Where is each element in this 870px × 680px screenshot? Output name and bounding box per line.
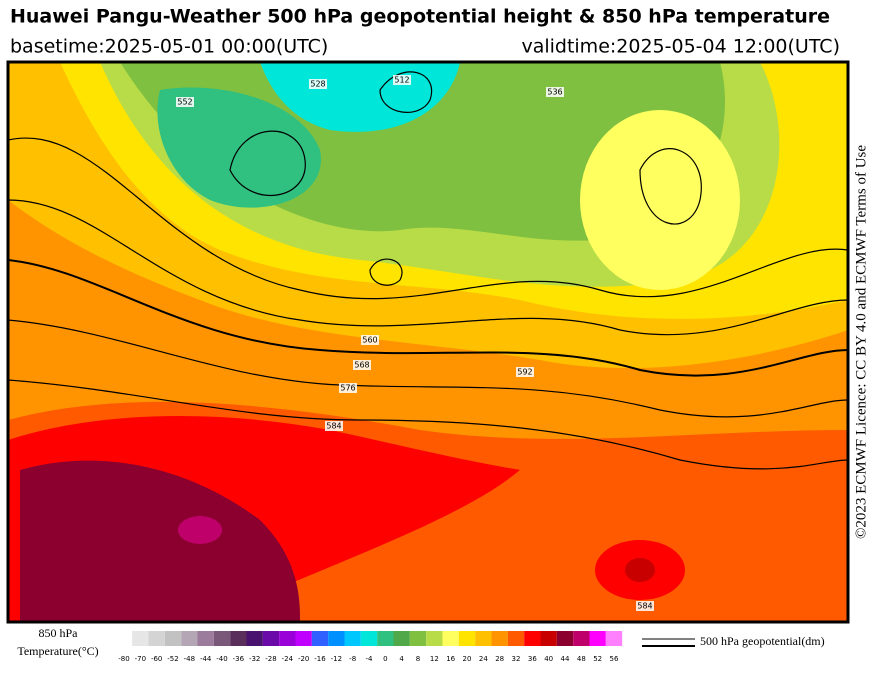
colorbar-swatch xyxy=(164,631,182,646)
colorbar-tick-label: -24 xyxy=(282,655,294,663)
colorbar-tick-label: -80 xyxy=(118,655,129,663)
colorbar-swatch xyxy=(279,631,296,646)
title: Huawei Pangu-Weather 500 hPa geopotentia… xyxy=(10,6,830,28)
colorbar-swatch xyxy=(409,631,427,646)
contour-label-bg xyxy=(309,79,327,89)
contour-label-bg xyxy=(393,75,411,85)
contour-label: 592 xyxy=(517,368,532,377)
contour-label: 512 xyxy=(394,76,409,85)
colorbar-tick-label: 4 xyxy=(399,655,404,663)
legend-label: Temperature(°C) xyxy=(17,644,98,658)
licence: ©2023 ECMWF Licence: CC BY 4.0 and ECMWF… xyxy=(853,145,869,539)
colorbar-swatch xyxy=(262,631,280,646)
colorbar-swatch xyxy=(442,631,459,646)
colorbar-swatch xyxy=(426,631,443,646)
colorbar-swatch xyxy=(328,631,345,646)
contour-label-bg xyxy=(546,87,564,97)
contour-label: 536 xyxy=(547,88,562,97)
colorbar-tick-label: -44 xyxy=(200,655,212,663)
colorbar-swatch xyxy=(393,631,410,646)
colorbar-swatch xyxy=(524,631,541,646)
colorbar-tick-label: 44 xyxy=(561,655,570,663)
contour-label: 552 xyxy=(177,98,192,107)
colorbar-tick-label: -16 xyxy=(314,655,326,663)
colorbar-tick-label: 36 xyxy=(528,655,537,663)
colorbar-tick-label: 12 xyxy=(430,655,439,663)
colorbar-tick-label: 40 xyxy=(544,655,553,663)
contour-label: 568 xyxy=(354,361,369,370)
colorbar-tick-label: -48 xyxy=(184,655,195,663)
colorbar-tick-label: 8 xyxy=(416,655,420,663)
colorbar-tick-label: -28 xyxy=(265,655,276,663)
colorbar-swatch xyxy=(344,631,361,646)
contour-label: 584 xyxy=(637,602,652,611)
colorbar-swatch xyxy=(573,631,590,646)
colorbar-tick-label: -20 xyxy=(298,655,309,663)
colorbar-swatch xyxy=(491,631,508,646)
colorbar-swatch xyxy=(230,631,247,646)
colorbar-swatch xyxy=(589,631,606,646)
colorbar-swatch xyxy=(132,631,149,646)
contour-label: 576 xyxy=(340,384,355,393)
colorbar-tick-label: -60 xyxy=(151,655,162,663)
colorbar-tick-label: -8 xyxy=(349,655,356,663)
colorbar-swatch xyxy=(507,631,525,646)
colorbar-tick-label: -70 xyxy=(135,655,146,663)
colorbar-tick-label: 32 xyxy=(512,655,521,663)
colorbar-tick-label: 0 xyxy=(383,655,387,663)
contour-label-bg xyxy=(636,601,654,611)
colorbar-swatch xyxy=(213,631,231,646)
colorbar-tick-label: 56 xyxy=(610,655,619,663)
colorbar-tick-label: -32 xyxy=(249,655,260,663)
contour-label-bg xyxy=(361,335,379,345)
basetime: basetime:2025-05-01 00:00(UTC) xyxy=(10,36,328,58)
contour-label-bg xyxy=(325,421,343,431)
contour-label-bg xyxy=(176,97,194,107)
colorbar-tick-label: 20 xyxy=(463,655,472,663)
colorbar-tick-label: 16 xyxy=(446,655,455,663)
colorbar-swatch xyxy=(311,631,329,646)
colorbar-swatch xyxy=(605,631,623,646)
legend-label: 850 hPa xyxy=(39,626,79,640)
contour-label: 584 xyxy=(326,422,341,431)
map-field xyxy=(8,62,848,622)
colorbar-swatch xyxy=(475,631,492,646)
colorbar-swatch xyxy=(360,631,378,646)
colorbar-swatch xyxy=(181,631,198,646)
colorbar-tick-label: -12 xyxy=(331,655,342,663)
colorbar-swatch xyxy=(556,631,574,646)
map-frame xyxy=(6,60,850,624)
contour-label-bg xyxy=(339,383,357,393)
colorbar-swatch xyxy=(197,631,214,646)
contour-label: 528 xyxy=(310,80,325,89)
colorbar-swatch xyxy=(377,631,394,646)
colorbar-swatch xyxy=(246,631,263,646)
colorbar-tick-label: 28 xyxy=(495,655,504,663)
colorbar-swatch xyxy=(458,631,476,646)
colorbar-swatch xyxy=(540,631,557,646)
colorbar-tick-label: -52 xyxy=(167,655,178,663)
colorbar-tick-label: -36 xyxy=(233,655,245,663)
colorbar-swatch xyxy=(295,631,312,646)
colorbar-tick-label: -40 xyxy=(216,655,227,663)
colorbar-tick-label: 24 xyxy=(479,655,488,663)
contour-label: 560 xyxy=(362,336,377,345)
colorbar-tick-label: -4 xyxy=(366,655,374,663)
contour-label-bg xyxy=(516,367,534,377)
validtime: validtime:2025-05-04 12:00(UTC) xyxy=(521,36,840,58)
contour-legend-label: 500 hPa geopotential(dm) xyxy=(700,634,825,648)
contour-label-bg xyxy=(353,360,371,370)
colorbar-tick-label: 48 xyxy=(577,655,586,663)
colorbar-tick-label: 52 xyxy=(593,655,602,663)
colorbar-swatch xyxy=(148,631,165,646)
